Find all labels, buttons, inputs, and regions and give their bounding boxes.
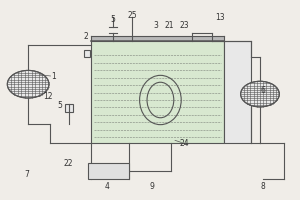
Text: 7: 7 — [24, 170, 29, 179]
FancyBboxPatch shape — [91, 41, 224, 143]
Text: 2: 2 — [84, 32, 88, 41]
Text: 5: 5 — [110, 15, 115, 24]
Text: 21: 21 — [165, 21, 174, 30]
Text: 24: 24 — [179, 139, 189, 148]
Text: 9: 9 — [149, 182, 154, 191]
Text: 5: 5 — [57, 101, 62, 110]
Text: 23: 23 — [179, 21, 189, 30]
Circle shape — [241, 81, 279, 107]
Text: 13: 13 — [215, 13, 225, 22]
Text: 4: 4 — [104, 182, 109, 191]
FancyBboxPatch shape — [84, 50, 90, 57]
Text: 22: 22 — [64, 159, 73, 168]
Text: 1: 1 — [51, 72, 56, 81]
Text: 6: 6 — [260, 86, 266, 95]
FancyBboxPatch shape — [91, 36, 224, 41]
Text: 8: 8 — [261, 182, 265, 191]
Text: 12: 12 — [43, 92, 52, 101]
FancyBboxPatch shape — [65, 104, 73, 112]
Circle shape — [7, 70, 49, 98]
FancyBboxPatch shape — [224, 41, 251, 143]
FancyBboxPatch shape — [88, 163, 129, 179]
Text: 25: 25 — [128, 11, 137, 20]
Text: 3: 3 — [154, 21, 158, 30]
